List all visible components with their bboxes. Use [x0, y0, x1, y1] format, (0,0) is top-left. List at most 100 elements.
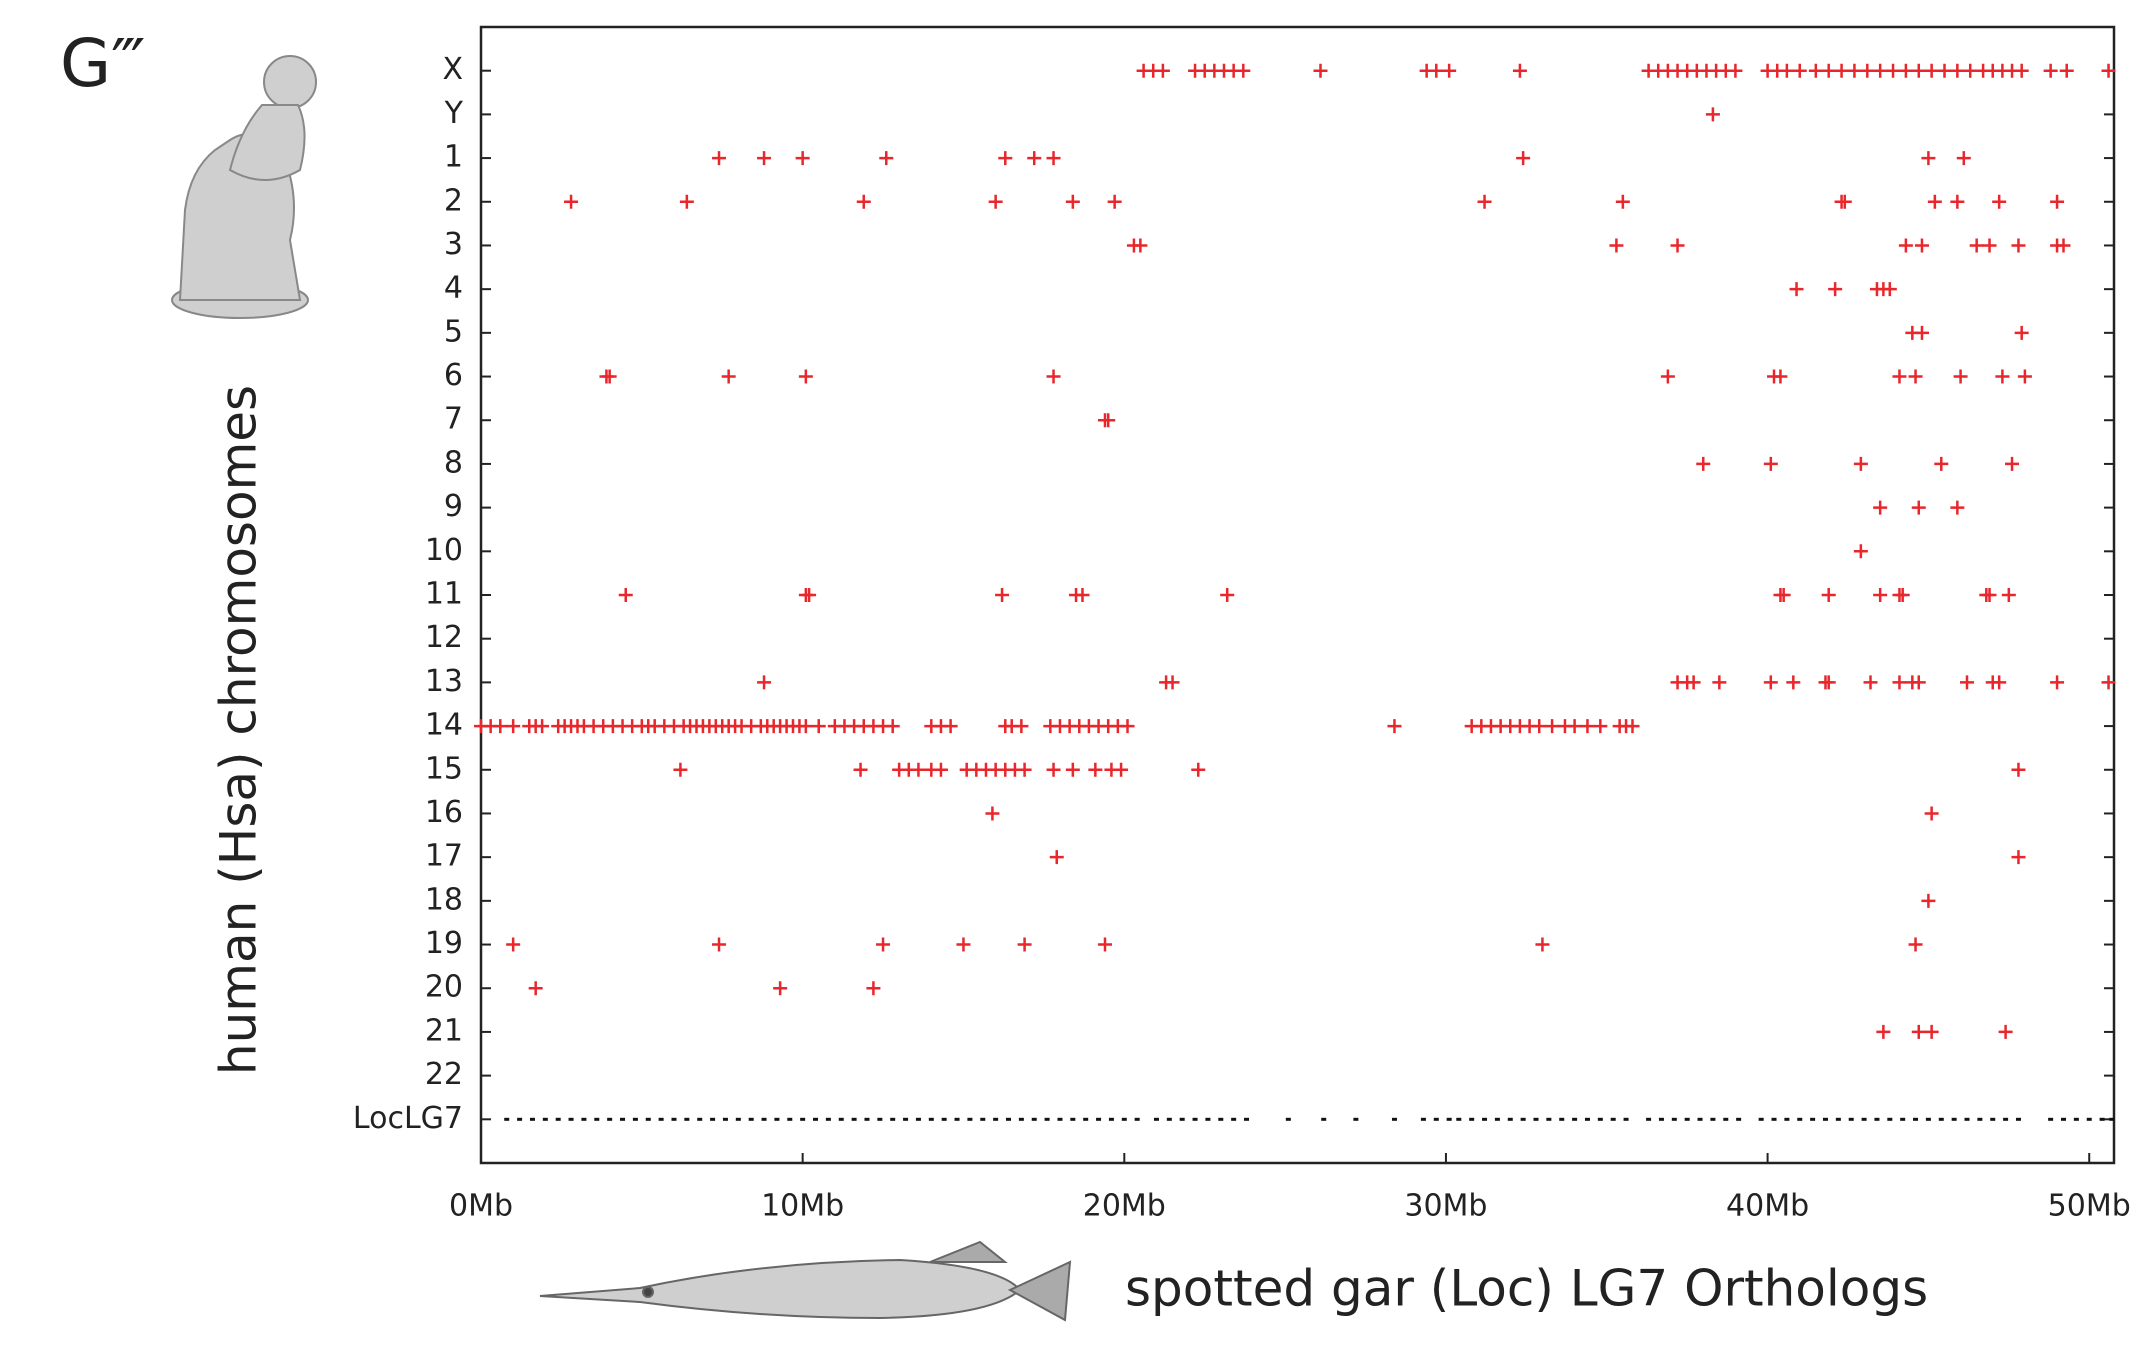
ortholog-marker: [2011, 238, 2026, 253]
ortholog-dot: [1192, 1117, 1198, 1121]
ortholog-marker: [1660, 369, 1675, 384]
ortholog-marker: [1960, 675, 1975, 690]
ortholog-dot: [1874, 1117, 1880, 1121]
ortholog-marker: [1477, 194, 1492, 209]
ortholog-marker: [1821, 63, 1836, 78]
ortholog-dot: [1658, 1117, 1664, 1121]
y-tick-label: 11: [425, 577, 463, 612]
ortholog-marker: [1567, 719, 1582, 734]
ortholog-dot: [1697, 1117, 1703, 1121]
ortholog-marker: [1779, 63, 1794, 78]
ortholog-dot: [1572, 1117, 1578, 1121]
ortholog-dot: [1469, 1117, 1475, 1121]
x-tick-label: 10Mb: [761, 1189, 844, 1224]
ortholog-dot: [1758, 1117, 1764, 1121]
ortholog-marker: [876, 937, 891, 952]
ortholog-dot: [2073, 1117, 2079, 1121]
ortholog-dot: [928, 1117, 934, 1121]
ortholog-marker: [1934, 456, 1949, 471]
ortholog-marker: [1017, 762, 1032, 777]
ortholog-marker: [493, 719, 508, 734]
ortholog-marker: [1828, 282, 1843, 297]
ortholog-marker: [856, 194, 871, 209]
ortholog-dot: [1205, 1117, 1211, 1121]
ortholog-dot: [1507, 1117, 1513, 1121]
ortholog-marker: [1615, 194, 1630, 209]
ortholog-dot: [1887, 1117, 1893, 1121]
ortholog-marker: [1075, 588, 1090, 602]
y-tick-label: 22: [425, 1057, 463, 1092]
ortholog-marker: [1821, 588, 1836, 602]
ortholog-dot: [954, 1117, 960, 1121]
ortholog-dot: [1018, 1117, 1024, 1121]
ortholog-marker: [1442, 63, 1457, 78]
ortholog-marker: [1107, 194, 1122, 209]
ortholog-dot: [2015, 1117, 2021, 1121]
ortholog-marker: [1998, 1024, 2013, 1039]
ortholog-marker: [1049, 850, 1064, 865]
ortholog-dot: [813, 1117, 819, 1121]
ortholog-marker: [2011, 762, 2026, 777]
ortholog-dot: [1597, 1117, 1603, 1121]
ortholog-marker: [1786, 675, 1801, 690]
ortholog-dot: [1096, 1117, 1102, 1121]
ortholog-marker: [2050, 675, 2065, 690]
ortholog-dot: [504, 1117, 510, 1121]
ortholog-marker: [1898, 63, 1913, 78]
ortholog-marker: [1789, 282, 1804, 297]
ortholog-dot: [697, 1117, 703, 1121]
ortholog-marker: [1065, 762, 1080, 777]
ortholog-dot: [1990, 1117, 1996, 1121]
ortholog-dot: [800, 1117, 806, 1121]
ortholog-dot: [2061, 1117, 2067, 1121]
ortholog-marker: [1516, 151, 1531, 166]
ortholog-marker: [1686, 675, 1701, 690]
ortholog-marker: [2059, 63, 2074, 78]
ortholog-marker: [1313, 63, 1328, 78]
panel-label: G‴: [60, 25, 145, 102]
y-tick-label: 21: [425, 1013, 463, 1048]
ortholog-marker: [757, 151, 772, 166]
ortholog-dot: [1134, 1117, 1140, 1121]
ortholog-marker: [1017, 937, 1032, 952]
ortholog-dot: [607, 1117, 613, 1121]
ortholog-marker: [1429, 63, 1444, 78]
ortholog-dot: [2099, 1117, 2105, 1121]
ortholog-marker: [1914, 238, 1929, 253]
ortholog-marker: [1950, 500, 1965, 515]
ortholog-marker: [1837, 194, 1852, 209]
ortholog-marker: [885, 719, 900, 734]
ortholog-dot: [1285, 1117, 1291, 1121]
ortholog-dot: [529, 1117, 535, 1121]
ortholog-dot: [1057, 1117, 1063, 1121]
ortholog-dot: [2003, 1117, 2009, 1121]
ortholog-marker: [985, 806, 1000, 821]
ortholog-dot: [1913, 1117, 1919, 1121]
ortholog-marker: [1763, 675, 1778, 690]
ortholog-marker: [1808, 63, 1823, 78]
ortholog-marker: [943, 719, 958, 734]
ortholog-marker: [679, 194, 694, 209]
ortholog-dot: [1610, 1117, 1616, 1121]
ortholog-marker: [721, 369, 736, 384]
ortholog-dot: [1951, 1117, 1957, 1121]
ortholog-dot: [2048, 1117, 2054, 1121]
ortholog-marker: [506, 719, 521, 734]
x-tick-label: 50Mb: [2048, 1189, 2131, 1224]
ortholog-dot: [1900, 1117, 1906, 1121]
ortholog-marker: [1898, 238, 1913, 253]
ortholog-dot: [1546, 1117, 1552, 1121]
ortholog-dot: [1083, 1117, 1089, 1121]
ortholog-marker: [1937, 63, 1952, 78]
ortholog-marker: [1821, 675, 1836, 690]
ortholog-marker: [618, 588, 633, 602]
ortholog-marker: [1886, 63, 1901, 78]
y-tick-label: 1: [444, 140, 463, 175]
ortholog-dot: [980, 1117, 986, 1121]
y-tick-label: 10: [425, 533, 463, 568]
ortholog-marker: [528, 981, 543, 996]
ortholog-dot: [1533, 1117, 1539, 1121]
ortholog-marker: [866, 981, 881, 996]
ortholog-dot: [2109, 1117, 2115, 1121]
ortholog-dot: [761, 1117, 767, 1121]
